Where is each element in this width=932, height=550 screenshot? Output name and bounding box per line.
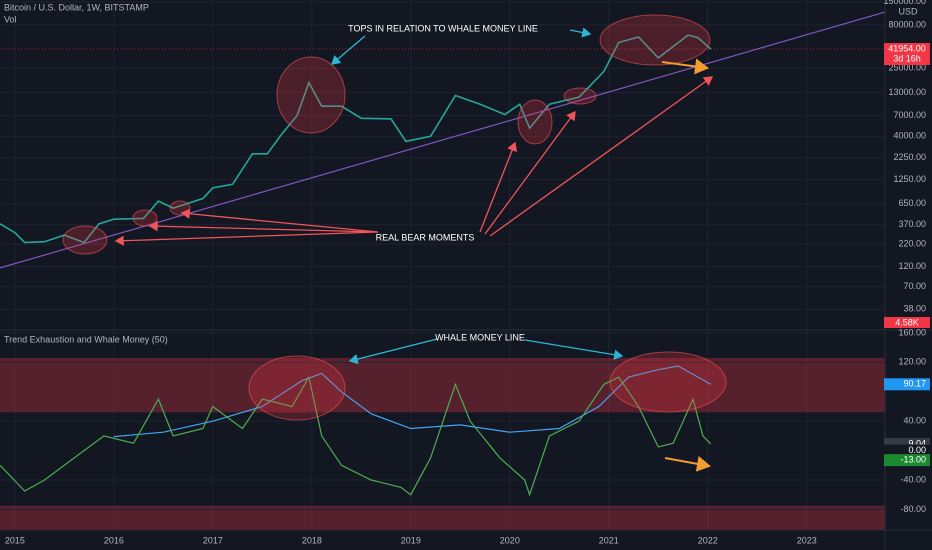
- x-tick-label: 2015: [5, 535, 25, 545]
- value-badge-label: -13.00: [900, 455, 926, 465]
- y-tick-label: 38.00: [903, 304, 926, 314]
- y-tick-label: 120.00: [898, 261, 926, 271]
- arrow: [569, 27, 592, 38]
- series-line: [0, 34, 712, 244]
- y-tick-label: 7000.00: [893, 110, 926, 120]
- x-tick-label: 2019: [401, 535, 421, 545]
- arrow: [489, 76, 714, 237]
- arrow: [524, 339, 624, 360]
- x-tick-label: 2023: [797, 535, 817, 545]
- price-label: 41954.00: [888, 43, 926, 53]
- y-tick-label: 220.00: [898, 238, 926, 248]
- annotation: REAL BEAR MOMENTS: [376, 232, 475, 242]
- x-tick-label: 2020: [500, 535, 520, 545]
- y-tick-label: 1250.00: [893, 174, 926, 184]
- arrow: [664, 455, 711, 472]
- highlight: [517, 99, 553, 145]
- arrow: [180, 208, 379, 233]
- y-tick-label: 40.00: [903, 416, 926, 426]
- highlight: [599, 14, 711, 66]
- value-badge-label: 90.17: [903, 379, 926, 389]
- volume-badge: [884, 317, 930, 328]
- y-tick-label: 150000.00: [883, 0, 926, 6]
- series-line: [113, 365, 712, 438]
- value-badge-label: 9.04: [908, 438, 926, 448]
- y-tick-label: 370.00: [898, 219, 926, 229]
- y-tick-label: 25000.00: [888, 63, 926, 73]
- countdown: 3d 16h: [893, 53, 921, 63]
- price-badge: [884, 43, 930, 66]
- arrow: [479, 141, 517, 233]
- y-tick-label: 70.00: [903, 281, 926, 291]
- zone: [0, 357, 885, 413]
- annotation: TOPS IN RELATION TO WHALE MONEY LINE: [348, 23, 538, 33]
- y-tick-label: 80000.00: [888, 19, 926, 29]
- y-tick-label: 160.00: [898, 327, 926, 337]
- value-badge-label: 0.00: [908, 445, 926, 455]
- x-tick-label: 2016: [104, 535, 124, 545]
- y-tick-label: 13000.00: [888, 87, 926, 97]
- y-tick-label: -80.00: [900, 504, 926, 514]
- plot: [0, 11, 886, 497]
- x-tick-label: 2022: [698, 535, 718, 545]
- y-tick-label: 650.00: [898, 198, 926, 208]
- highlight: [276, 56, 346, 134]
- highlight: [609, 351, 727, 413]
- currency: USD: [898, 6, 918, 16]
- y-tick-label: -40.00: [900, 474, 926, 484]
- x-tick-label: 2021: [599, 535, 619, 545]
- x-tick-label: 2018: [302, 535, 322, 545]
- grid: [0, 0, 885, 530]
- y-tick-label: 4000.00: [893, 131, 926, 141]
- series-line: [0, 11, 886, 269]
- indicator-title: Trend Exhaustion and Whale Money (50): [4, 334, 168, 344]
- series-line: [0, 375, 712, 497]
- arrows: [114, 27, 714, 472]
- volume-title: Vol: [4, 14, 17, 24]
- y-tick-label: 120.00: [898, 357, 926, 367]
- value-badge: [884, 454, 930, 467]
- x-tick-label: 2017: [203, 535, 223, 545]
- arrow: [348, 338, 438, 365]
- arrow: [484, 110, 576, 235]
- symbol-title: Bitcoin / U.S. Dollar, 1W, BITSTAMP: [4, 2, 149, 12]
- highlight: [248, 355, 346, 421]
- arrow: [661, 58, 709, 75]
- highlight: [563, 87, 597, 105]
- arrow: [331, 35, 366, 65]
- highlight: [132, 209, 158, 227]
- highlight: [62, 225, 108, 255]
- value-badge: [884, 378, 930, 391]
- arrow: [114, 231, 379, 246]
- annotation: WHALE MONEY LINE: [435, 332, 525, 342]
- y-tick-label: 2250.00: [893, 152, 926, 162]
- value-badge: [884, 444, 930, 457]
- volume-label: 4.58K: [895, 317, 919, 327]
- arrow: [148, 221, 379, 233]
- drawings: [62, 14, 727, 421]
